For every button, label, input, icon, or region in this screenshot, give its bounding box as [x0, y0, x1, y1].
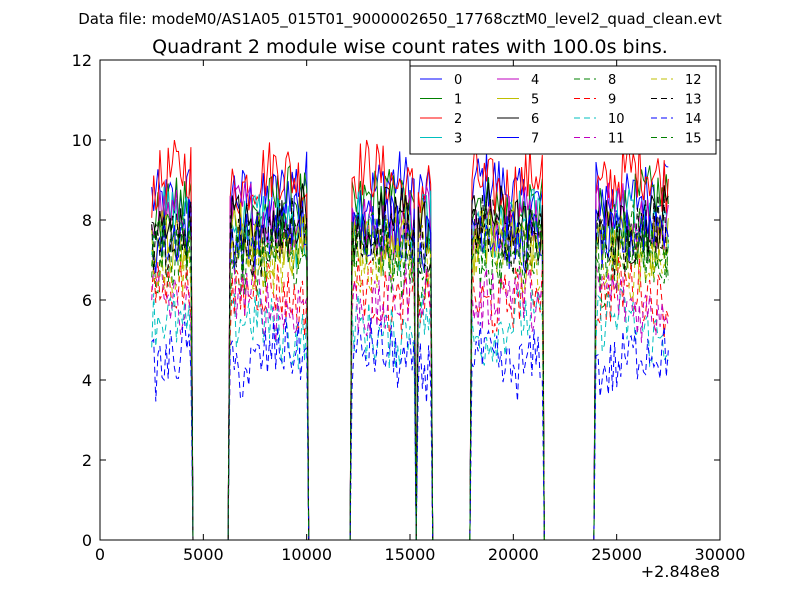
legend-label-12: 12 [685, 73, 702, 88]
legend-label-9: 9 [608, 93, 616, 108]
legend-label-0: 0 [454, 73, 462, 88]
legend-label-8: 8 [608, 73, 616, 88]
legend-label-2: 2 [454, 112, 462, 127]
legend-box [409, 65, 717, 155]
legend-label-15: 15 [685, 132, 702, 147]
y-tick-label: 10 [72, 131, 92, 150]
legend-label-11: 11 [608, 132, 625, 147]
y-tick-label: 8 [82, 211, 92, 230]
y-tick-label: 6 [82, 291, 92, 310]
x-tick-label: 15000 [385, 545, 436, 564]
legend-label-10: 10 [608, 112, 625, 127]
series-line-14 [151, 317, 669, 541]
x-tick-label: 0 [95, 545, 105, 564]
legend-label-4: 4 [531, 73, 539, 88]
legend-label-5: 5 [531, 93, 539, 108]
series-line-13 [151, 194, 669, 541]
legend-label-6: 6 [531, 112, 539, 127]
y-tick-label: 2 [82, 451, 92, 470]
x-tick-label: 20000 [488, 545, 539, 564]
series-line-9 [151, 256, 669, 541]
legend-label-3: 3 [454, 132, 462, 147]
legend-label-7: 7 [531, 132, 539, 147]
legend-label-1: 1 [454, 93, 462, 108]
x-tick-label: 10000 [281, 545, 332, 564]
y-tick-label: 12 [72, 51, 92, 70]
chart-title: Quadrant 2 module wise count rates with … [152, 36, 668, 58]
y-tick-label: 4 [82, 371, 92, 390]
x-tick-label: 30000 [695, 545, 746, 564]
legend-label-14: 14 [685, 112, 702, 127]
chart-suptitle: Data file: modeM0/AS1A05_015T01_90000026… [78, 10, 722, 29]
y-tick-label: 0 [82, 531, 92, 550]
series-line-11 [151, 260, 669, 541]
x-tick-label: 5000 [183, 545, 224, 564]
plot-area [151, 139, 669, 541]
x-tick-label: 25000 [591, 545, 642, 564]
legend-label-13: 13 [685, 93, 702, 108]
x-offset-label: +2.848e8 [641, 562, 720, 581]
